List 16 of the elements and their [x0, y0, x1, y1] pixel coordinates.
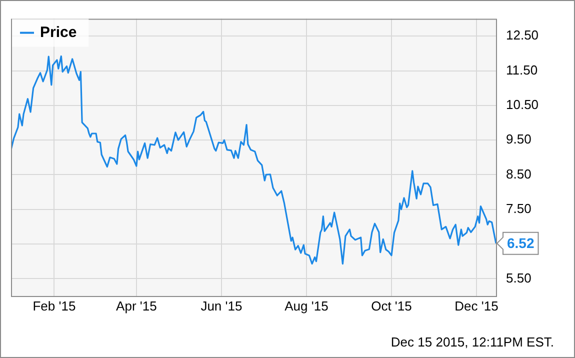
x-tick-label: Jun '15: [200, 298, 242, 314]
x-tick-label: Aug '15: [284, 298, 328, 314]
legend-label: Price: [40, 24, 77, 41]
x-tick-label: Oct '15: [371, 298, 412, 314]
y-tick-label: 10.50: [506, 97, 539, 112]
y-tick-label: 9.50: [506, 132, 532, 147]
text: Dec 15 2015, 12:11PM EST.: [390, 334, 554, 350]
y-tick-label: 12.50: [506, 28, 539, 43]
y-tick-label: 11.50: [506, 62, 538, 78]
x-tick-label: Feb '15: [32, 298, 76, 314]
y-tick-label: 5.50: [506, 270, 532, 286]
x-tick-label: Apr '15: [116, 298, 157, 314]
y-tick-label: 8.50: [506, 166, 532, 182]
y-tick-label: 7.50: [506, 200, 532, 216]
annotation: 6.52: [507, 235, 534, 252]
x-tick-label: Dec '15: [454, 298, 498, 314]
